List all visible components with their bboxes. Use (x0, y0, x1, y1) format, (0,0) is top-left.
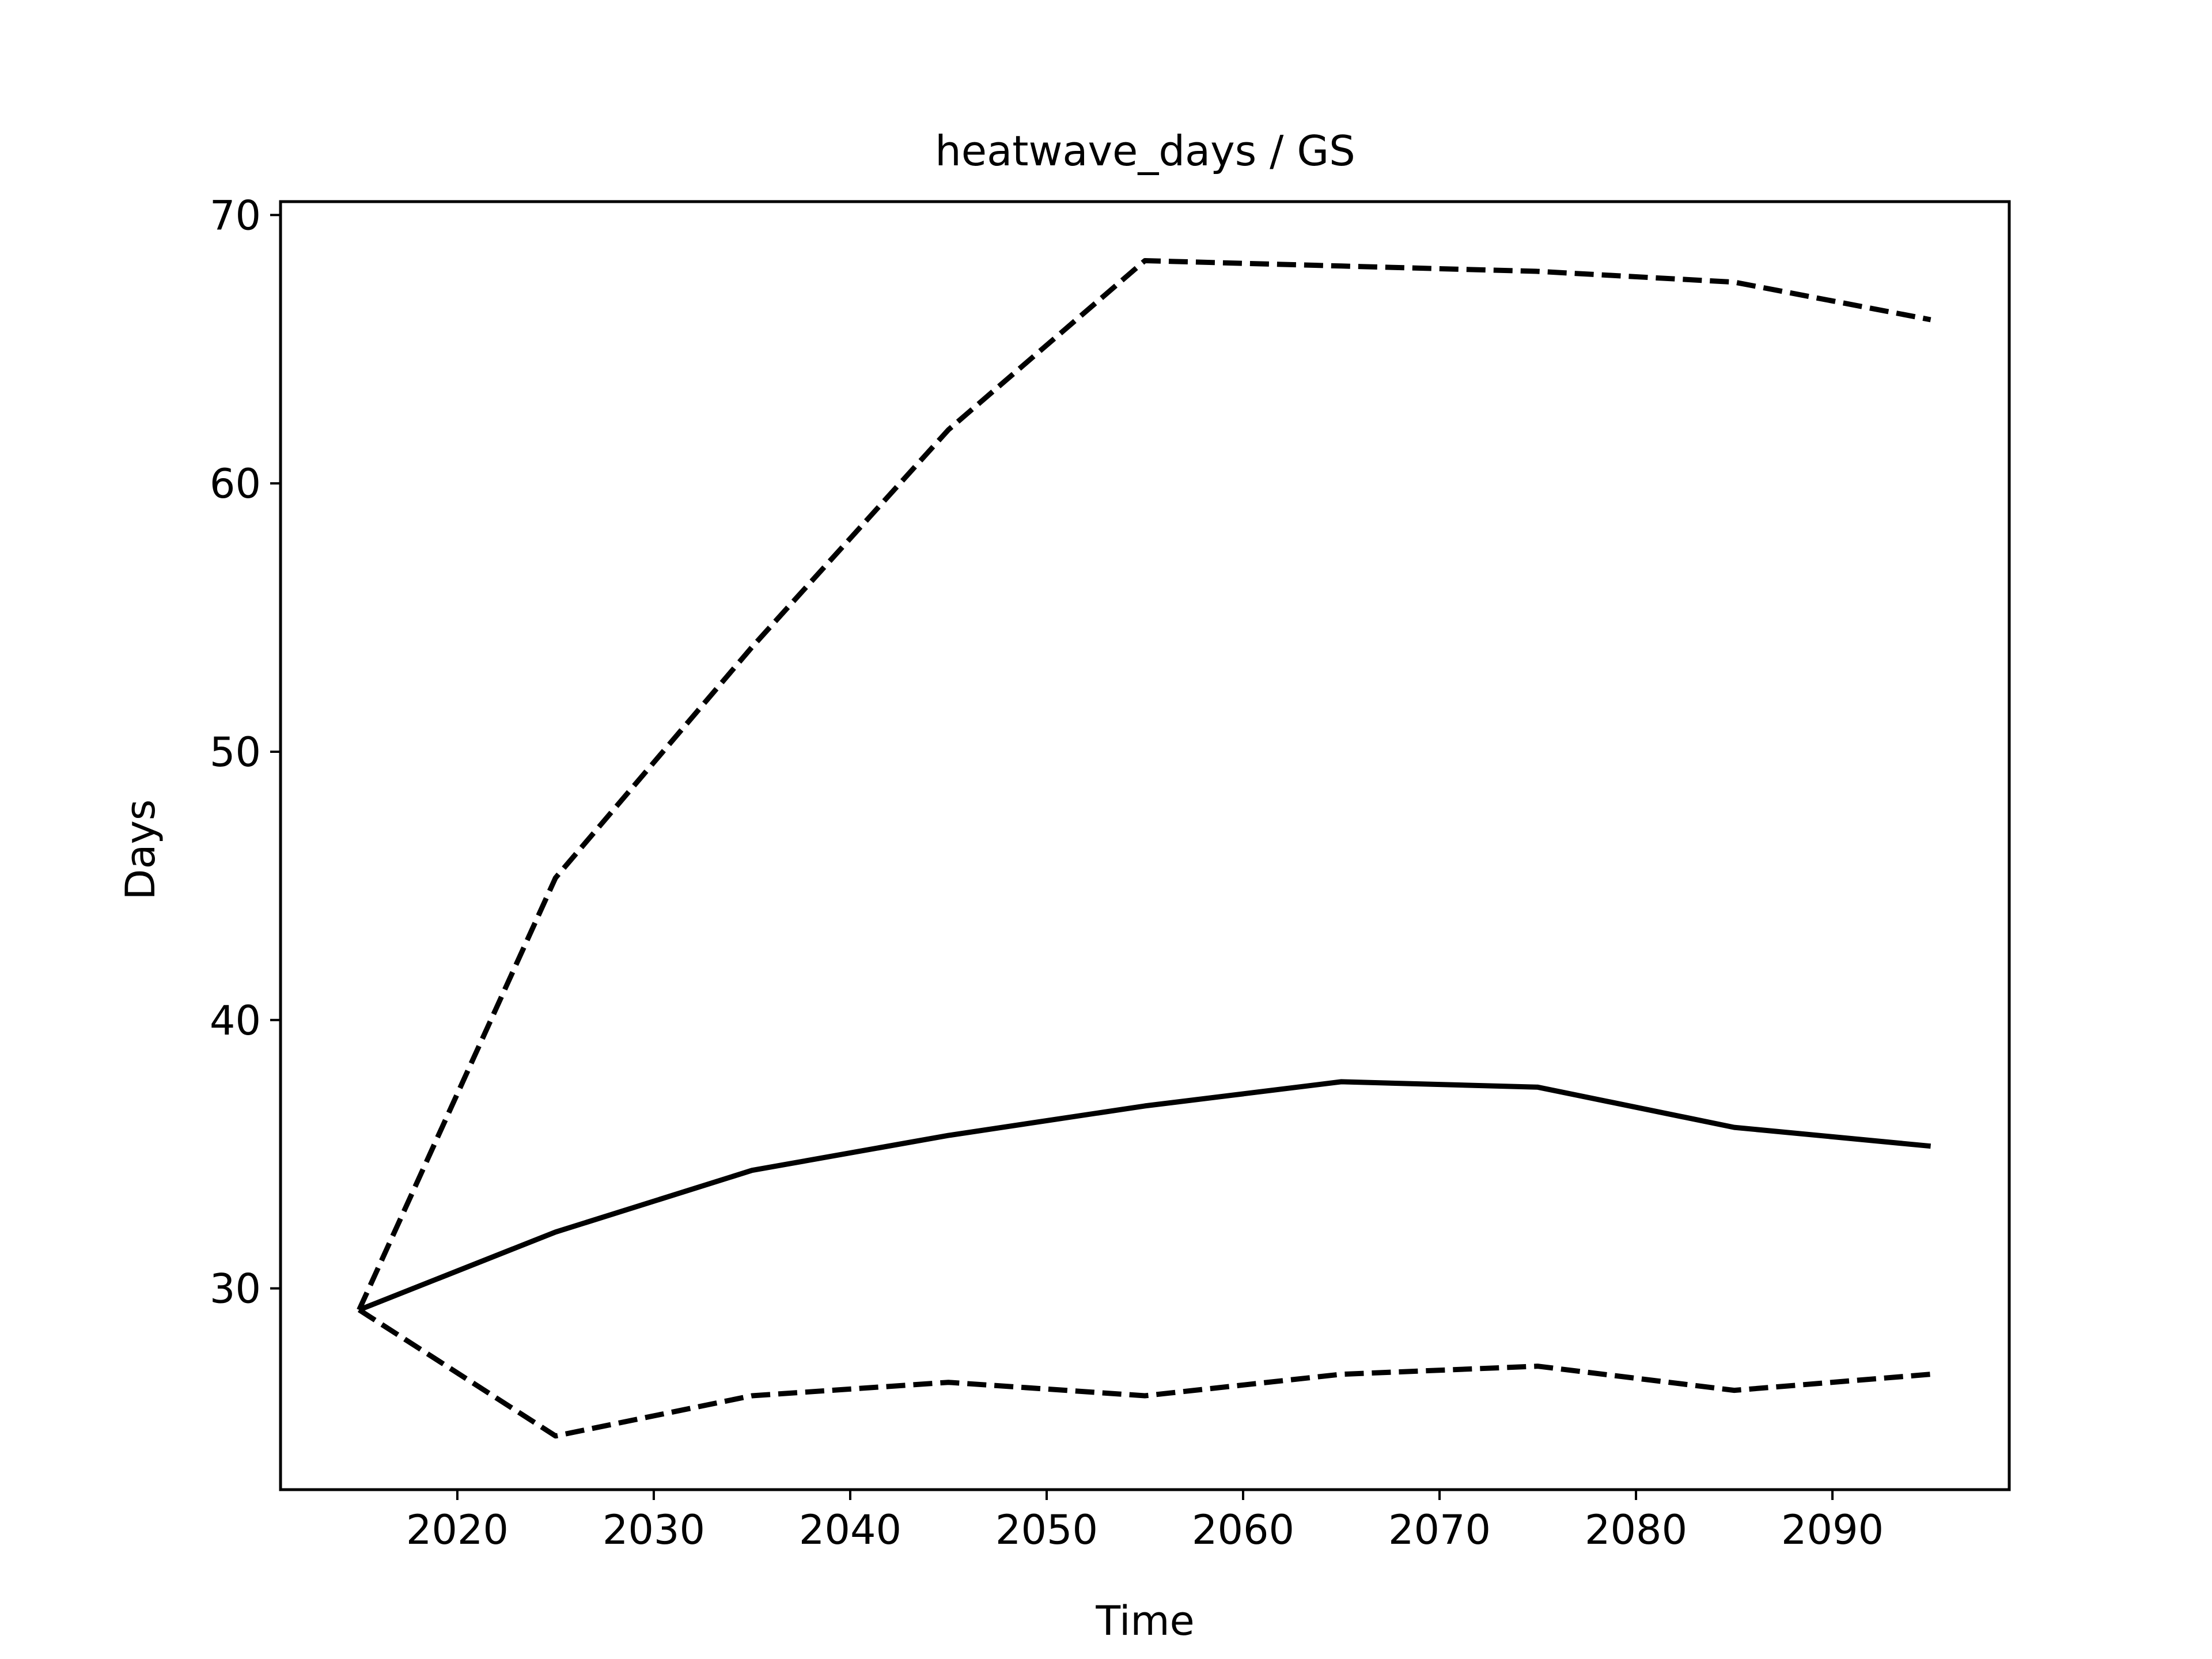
x-tick-label: 2090 (1781, 1506, 1884, 1554)
y-tick-label: 60 (210, 460, 261, 507)
x-tick-label: 2020 (406, 1506, 509, 1554)
x-tick-label: 2070 (1388, 1506, 1491, 1554)
series-layer (357, 258, 1931, 1439)
x-tick-label: 2030 (603, 1506, 705, 1554)
y-tick-label: 70 (210, 192, 261, 239)
x-tick-label: 2050 (995, 1506, 1098, 1554)
x-tick-label: 2040 (799, 1506, 902, 1554)
plot-area-frame (279, 200, 2011, 1491)
series-line-3 (357, 1308, 1931, 1439)
y-tick-label: 50 (210, 729, 261, 776)
y-tick-label: 30 (210, 1266, 261, 1313)
series-line-1 (358, 1079, 1931, 1313)
x-tick-label: 2080 (1585, 1506, 1687, 1554)
chart-title: heatwave_days / GS (935, 127, 1355, 175)
ticks-layer: 2020 2030 2040 2050 2060 2070 2080 2090 30 40 50 60… (210, 192, 1884, 1554)
x-tick-label: 2060 (1192, 1506, 1294, 1554)
series-line-2 (357, 258, 1931, 1311)
y-axis-label: Days (117, 800, 164, 900)
x-axis-label: Time (1095, 1597, 1194, 1645)
y-tick-label: 40 (210, 997, 261, 1044)
